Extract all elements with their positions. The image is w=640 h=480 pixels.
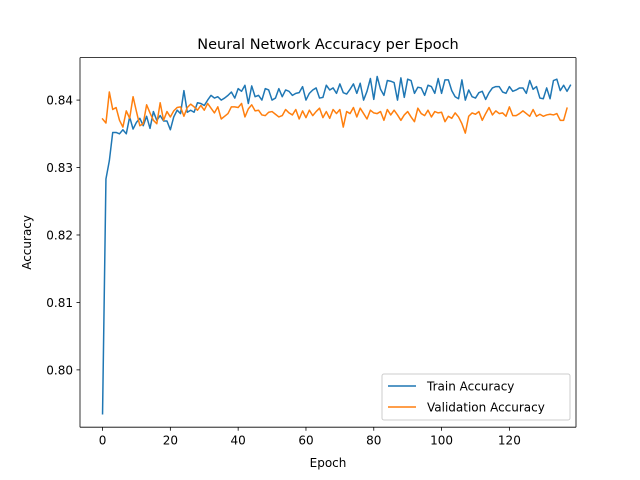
y-tick-label: 0.84 [46,94,73,108]
chart-title: Neural Network Accuracy per Epoch [197,37,459,53]
series-lines [101,75,572,415]
x-tick-label: 120 [498,434,521,448]
x-tick-label: 20 [163,434,178,448]
legend-box [381,373,571,421]
train-accuracy-line [101,75,572,415]
x-axis-label: Epoch [310,456,347,470]
y-tick-label: 0.81 [46,296,73,310]
y-tick-label: 0.82 [46,228,73,242]
x-tick-label: 80 [366,434,381,448]
legend-validation-label: Validation Accuracy [427,401,545,415]
x-axis-ticks: 0 20 40 60 80 100 120 [99,427,521,448]
x-tick-label: 100 [430,434,453,448]
plot-frame [79,57,577,428]
x-tick-label: 60 [298,434,313,448]
x-tick-label: 40 [231,434,246,448]
legend-train-label: Train Accuracy [426,380,514,394]
y-axis-label: Accuracy [20,215,34,270]
legend: Train Accuracy Validation Accuracy [381,373,571,421]
y-tick-label: 0.83 [46,161,73,175]
validation-accuracy-line [101,91,568,134]
y-axis-ticks: 0.80 0.81 0.82 0.83 0.84 [46,94,80,377]
x-tick-label: 0 [99,434,107,448]
y-tick-label: 0.80 [46,363,73,377]
